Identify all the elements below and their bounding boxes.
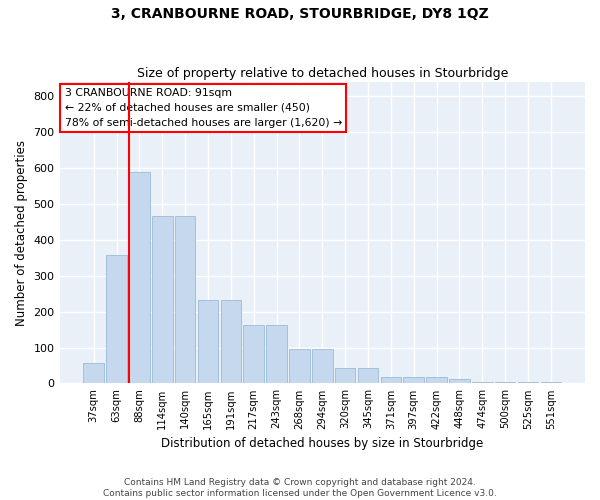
Bar <box>129 172 150 384</box>
Bar <box>518 382 538 384</box>
Bar <box>289 350 310 384</box>
Bar <box>152 216 173 384</box>
Bar <box>541 382 561 384</box>
Bar <box>472 382 493 384</box>
Bar <box>403 377 424 384</box>
Bar <box>426 377 447 384</box>
Bar <box>244 325 264 384</box>
Bar <box>358 368 378 384</box>
Bar <box>106 256 127 384</box>
Bar <box>495 382 515 384</box>
Text: Contains HM Land Registry data © Crown copyright and database right 2024.
Contai: Contains HM Land Registry data © Crown c… <box>103 478 497 498</box>
X-axis label: Distribution of detached houses by size in Stourbridge: Distribution of detached houses by size … <box>161 437 484 450</box>
Bar <box>312 350 332 384</box>
Bar <box>175 216 196 384</box>
Bar <box>380 377 401 384</box>
Bar <box>449 379 470 384</box>
Y-axis label: Number of detached properties: Number of detached properties <box>15 140 28 326</box>
Bar <box>266 325 287 384</box>
Bar <box>198 300 218 384</box>
Bar <box>221 300 241 384</box>
Bar <box>83 363 104 384</box>
Text: 3 CRANBOURNE ROAD: 91sqm
← 22% of detached houses are smaller (450)
78% of semi-: 3 CRANBOURNE ROAD: 91sqm ← 22% of detach… <box>65 88 342 128</box>
Title: Size of property relative to detached houses in Stourbridge: Size of property relative to detached ho… <box>137 66 508 80</box>
Text: 3, CRANBOURNE ROAD, STOURBRIDGE, DY8 1QZ: 3, CRANBOURNE ROAD, STOURBRIDGE, DY8 1QZ <box>111 8 489 22</box>
Bar <box>335 368 355 384</box>
